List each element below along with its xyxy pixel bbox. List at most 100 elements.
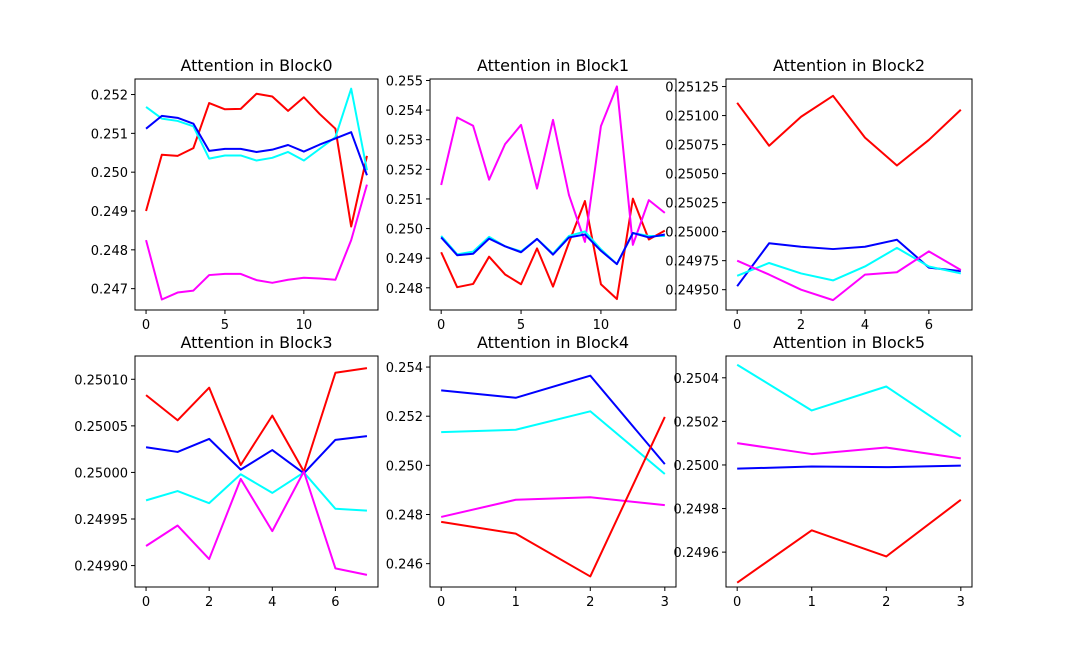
x-tick-label: 6 xyxy=(331,595,339,610)
y-tick-label: 0.24990 xyxy=(74,560,128,575)
y-tick-label: 0.249 xyxy=(386,252,423,267)
series-line-blue xyxy=(737,464,961,470)
axes-frame xyxy=(134,355,379,588)
y-tick-label: 0.248 xyxy=(91,244,128,259)
x-tick-label: 0 xyxy=(142,595,150,610)
series-line-cyan xyxy=(736,246,962,282)
y-tick-label: 0.250 xyxy=(386,223,423,238)
x-tick-label: 5 xyxy=(517,318,525,333)
series-line-magenta xyxy=(736,250,962,302)
y-tick-label: 0.24995 xyxy=(74,513,128,528)
y-tick-label: 0.2500 xyxy=(674,459,720,474)
y-tick-label: 0.250 xyxy=(91,166,128,181)
x-tick-label: 2 xyxy=(797,318,805,333)
series-line-cyan xyxy=(736,363,962,438)
series-line-red xyxy=(145,367,368,473)
x-tick-label: 2 xyxy=(882,595,890,610)
axes-frame xyxy=(429,78,677,311)
y-tick-label: 0.255 xyxy=(386,74,423,89)
x-tick-label: 0 xyxy=(733,595,741,610)
series-line-blue xyxy=(145,114,368,176)
y-tick-label: 0.254 xyxy=(386,361,423,376)
x-tick-label: 1 xyxy=(512,595,520,610)
x-tick-label: 4 xyxy=(861,318,869,333)
y-tick-label: 0.252 xyxy=(386,410,423,425)
subplot-block4: 0 1 2 3 0.246 0.248 0.250 0.252 0.254 Attention i… xyxy=(386,333,677,610)
y-tick-label: 0.24975 xyxy=(665,255,719,270)
x-tick-label: 0 xyxy=(142,318,150,333)
subplot-block1: 0 5 10 0.248 0.249 0.250 0.251 0.252 0.253 0.254 0… xyxy=(386,56,677,333)
x-tick-label: 0 xyxy=(437,595,445,610)
subplot-title: Attention in Block0 xyxy=(180,56,332,75)
y-tick-label: 0.25025 xyxy=(665,197,719,212)
x-tick-label: 2 xyxy=(586,595,594,610)
y-tick-label: 0.24950 xyxy=(665,284,719,299)
x-tick-label: 4 xyxy=(268,595,276,610)
y-tick-label: 0.249 xyxy=(91,205,128,220)
series-line-red xyxy=(736,499,962,584)
series-line-red xyxy=(441,416,666,578)
series-line-blue xyxy=(441,374,666,465)
y-tick-label: 0.254 xyxy=(386,104,423,119)
axes-frame xyxy=(429,355,677,588)
series-line-magenta xyxy=(737,442,961,460)
y-tick-label: 0.246 xyxy=(386,558,423,573)
series-line-cyan xyxy=(145,471,368,512)
axes-frame xyxy=(134,78,379,311)
x-tick-label: 6 xyxy=(925,318,933,333)
y-tick-label: 0.2498 xyxy=(674,503,720,518)
subplot-title: Attention in Block1 xyxy=(477,56,629,75)
y-tick-label: 0.251 xyxy=(91,127,128,142)
series-line-blue xyxy=(440,232,666,266)
y-tick-label: 0.2496 xyxy=(674,546,720,561)
x-tick-label: 5 xyxy=(221,318,229,333)
x-tick-label: 2 xyxy=(205,595,213,610)
y-tick-label: 0.250 xyxy=(386,459,423,474)
y-tick-label: 0.252 xyxy=(91,89,128,104)
x-tick-label: 0 xyxy=(437,318,445,333)
subplot-title: Attention in Block2 xyxy=(773,56,925,75)
series-line-red xyxy=(440,197,666,301)
y-tick-label: 0.2504 xyxy=(674,372,720,387)
y-tick-label: 0.25010 xyxy=(74,373,128,388)
subplot-block5: 0 1 2 3 0.2496 0.2498 0.2500 0.2502 0.2504 Attent… xyxy=(674,333,973,610)
x-tick-label: 10 xyxy=(593,318,610,333)
subplot-title: Attention in Block4 xyxy=(477,333,629,352)
y-tick-label: 0.248 xyxy=(386,282,423,297)
axes-frame xyxy=(725,355,973,588)
y-tick-label: 0.25100 xyxy=(665,110,719,125)
y-tick-label: 0.25005 xyxy=(74,420,128,435)
series-line-magenta xyxy=(440,85,666,246)
y-tick-label: 0.25075 xyxy=(665,139,719,154)
series-line-magenta xyxy=(145,184,368,301)
x-tick-label: 3 xyxy=(957,595,965,610)
y-tick-label: 0.247 xyxy=(91,283,128,298)
y-tick-label: 0.248 xyxy=(386,509,423,524)
subplot-block2: 0 2 4 6 0.24950 0.24975 0.25000 0.25025 0.25050 0… xyxy=(665,56,973,333)
x-tick-label: 0 xyxy=(733,318,741,333)
subplot-title: Attention in Block5 xyxy=(773,333,925,352)
series-line-magenta xyxy=(145,470,368,576)
y-tick-label: 0.2502 xyxy=(674,415,720,430)
subplot-block3: 0 2 4 6 0.24990 0.24995 0.25000 0.25005 0.25010 A… xyxy=(74,333,379,610)
x-tick-label: 3 xyxy=(661,595,669,610)
y-tick-label: 0.251 xyxy=(386,193,423,208)
subplot-title: Attention in Block3 xyxy=(180,333,332,352)
y-tick-label: 0.25125 xyxy=(665,81,719,96)
series-line-red xyxy=(145,92,368,228)
x-tick-label: 10 xyxy=(296,318,313,333)
y-tick-label: 0.25000 xyxy=(665,226,719,241)
y-tick-label: 0.252 xyxy=(386,163,423,178)
y-tick-label: 0.25050 xyxy=(665,168,719,183)
series-line-blue xyxy=(145,435,368,475)
series-line-cyan xyxy=(441,410,666,475)
axes-frame xyxy=(725,78,973,311)
subplot-block0: 0 5 10 0.247 0.248 0.249 0.250 0.251 0.252 Attent… xyxy=(91,56,379,333)
x-tick-label: 1 xyxy=(808,595,816,610)
y-tick-label: 0.25000 xyxy=(74,466,128,481)
series-line-red xyxy=(736,94,962,167)
y-tick-label: 0.253 xyxy=(386,134,423,149)
series-line-magenta xyxy=(440,496,665,518)
